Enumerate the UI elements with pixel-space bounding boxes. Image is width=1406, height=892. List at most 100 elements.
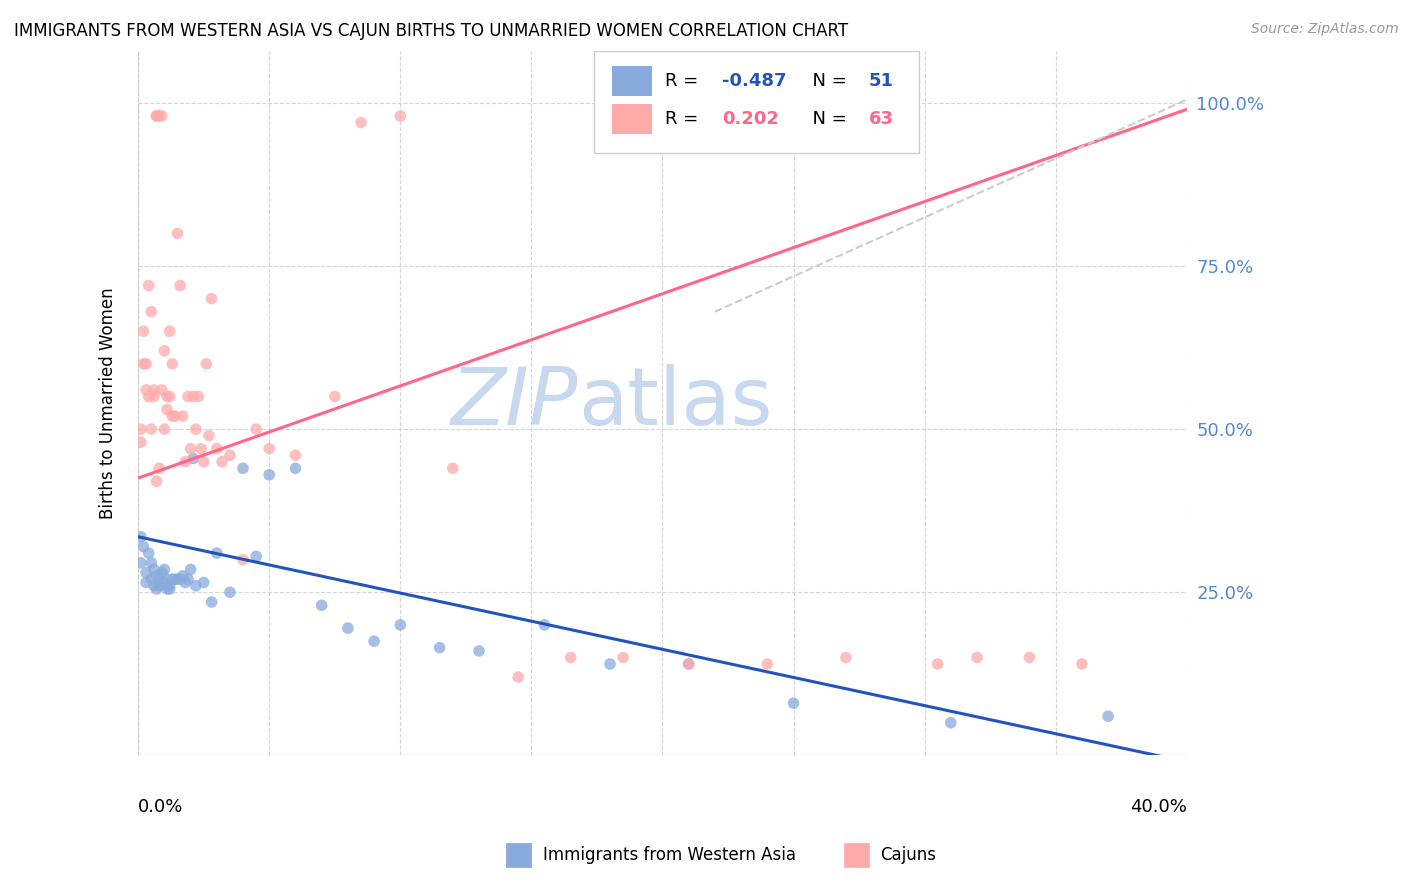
Point [259,467,281,482]
Point [156,402,179,417]
Point [135,357,157,371]
Point [245,422,267,436]
Point [150,566,173,580]
Point [232,552,254,566]
Point [145,109,167,123]
Point [163,409,186,423]
Point [389,109,412,123]
Point [138,546,160,560]
Point [156,582,179,596]
Point [159,324,181,338]
Point [145,569,167,583]
FancyBboxPatch shape [612,104,652,134]
Point [181,451,204,466]
Point [166,227,188,241]
Point [153,422,176,436]
Point [177,389,200,403]
Point [141,422,163,436]
Point [132,324,155,338]
Point [232,461,254,475]
Point [153,562,176,576]
Point [132,357,155,371]
Text: Cajuns: Cajuns [880,846,936,864]
Point [835,650,858,665]
Point [159,389,181,403]
Point [138,389,160,403]
Text: R =: R = [665,72,703,90]
Point [135,575,157,590]
Point [184,422,207,436]
Point [148,109,170,123]
Point [187,389,209,403]
Point [219,585,242,599]
Point [190,442,212,456]
Point [245,549,267,564]
Point [200,292,222,306]
Point [129,435,152,450]
Point [180,442,202,456]
Point [141,556,163,570]
Text: IMMIGRANTS FROM WESTERN ASIA VS CAJUN BIRTHS TO UNMARRIED WOMEN CORRELATION CHAR: IMMIGRANTS FROM WESTERN ASIA VS CAJUN BI… [14,22,848,40]
Point [163,572,186,586]
Point [156,389,179,403]
Point [939,715,962,730]
Point [193,455,215,469]
Point [156,572,179,586]
Point [162,357,184,371]
Point [219,448,242,462]
Point [193,575,215,590]
Text: Immigrants from Western Asia: Immigrants from Western Asia [543,846,796,864]
Point [429,640,451,655]
Text: N =: N = [801,110,852,128]
Point [150,383,173,397]
Point [148,572,170,586]
Point [172,569,194,583]
Point [145,582,167,596]
Point [336,621,359,635]
Point [441,461,464,475]
Point [135,383,157,397]
Point [599,657,621,671]
Point [142,562,165,576]
Point [129,422,152,436]
Text: 0.202: 0.202 [723,110,779,128]
Point [159,579,181,593]
Point [150,109,173,123]
Point [172,409,194,423]
Point [174,575,197,590]
Y-axis label: Births to Unmarried Women: Births to Unmarried Women [100,287,117,519]
Text: ZIP: ZIP [451,364,579,442]
Point [211,455,233,469]
Point [284,461,307,475]
Point [148,579,170,593]
Text: 51: 51 [869,72,894,90]
Point [198,428,221,442]
Point [323,389,346,403]
Point [259,442,281,456]
Point [678,657,700,671]
Point [927,657,949,671]
Point [177,572,200,586]
FancyBboxPatch shape [612,66,652,95]
Point [612,650,634,665]
Point [138,278,160,293]
Text: Source: ZipAtlas.com: Source: ZipAtlas.com [1251,22,1399,37]
Point [782,696,804,710]
Point [153,575,176,590]
Point [135,566,157,580]
Point [195,357,218,371]
Point [1097,709,1119,723]
Text: N =: N = [801,72,852,90]
Point [174,455,197,469]
Point [132,540,155,554]
Point [169,278,191,293]
Point [141,572,163,586]
Point [129,556,152,570]
Point [1070,657,1092,671]
Point [141,304,163,318]
Text: 63: 63 [869,110,894,128]
Point [142,389,165,403]
FancyBboxPatch shape [595,51,920,153]
Point [142,383,165,397]
Text: atlas: atlas [579,364,773,442]
